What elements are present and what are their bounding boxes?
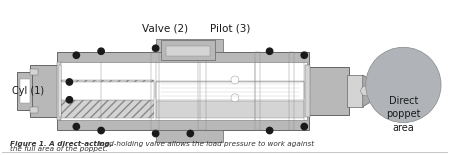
Text: Pilot (3): Pilot (3): [210, 23, 250, 33]
Text: Cyl (1): Cyl (1): [12, 86, 44, 96]
Bar: [59, 82, 153, 100]
Bar: [30, 107, 38, 113]
Bar: [156, 130, 223, 142]
Text: the full area of the poppet.: the full area of the poppet.: [10, 146, 108, 153]
Polygon shape: [363, 75, 373, 107]
Bar: [166, 46, 210, 56]
Text: Valve (2): Valve (2): [143, 23, 189, 33]
Circle shape: [66, 79, 72, 85]
Bar: [57, 62, 62, 120]
Circle shape: [98, 48, 104, 54]
Bar: [20, 79, 30, 103]
Bar: [156, 81, 304, 98]
Bar: [289, 52, 294, 130]
Bar: [151, 52, 158, 130]
Circle shape: [73, 52, 80, 58]
Bar: [156, 39, 223, 52]
Bar: [198, 52, 206, 130]
Bar: [307, 67, 349, 115]
Circle shape: [98, 127, 104, 134]
Bar: [156, 82, 304, 100]
Circle shape: [187, 130, 194, 137]
Bar: [161, 40, 215, 60]
Bar: [305, 65, 310, 117]
Circle shape: [361, 86, 371, 96]
Bar: [30, 65, 59, 117]
Circle shape: [266, 48, 273, 54]
Circle shape: [266, 127, 273, 134]
Circle shape: [153, 45, 159, 51]
Text: Figure 1. A direct-acting,: Figure 1. A direct-acting,: [10, 140, 112, 146]
Circle shape: [301, 52, 307, 58]
Bar: [59, 62, 307, 120]
Bar: [57, 52, 309, 130]
Circle shape: [66, 97, 72, 103]
Circle shape: [73, 123, 80, 130]
Bar: [30, 69, 38, 75]
Bar: [17, 72, 32, 110]
Bar: [156, 101, 304, 118]
Circle shape: [231, 76, 239, 84]
Text: load-holding valve allows the load pressure to work against: load-holding valve allows the load press…: [96, 140, 314, 146]
Text: Direct
poppet
area: Direct poppet area: [386, 96, 421, 133]
Bar: [255, 52, 260, 130]
Circle shape: [187, 45, 194, 51]
Circle shape: [231, 94, 239, 102]
Bar: [58, 65, 62, 117]
Circle shape: [301, 123, 307, 130]
Circle shape: [366, 47, 441, 123]
Bar: [347, 75, 363, 107]
Bar: [59, 100, 153, 118]
Circle shape: [153, 130, 159, 137]
Bar: [59, 80, 153, 98]
